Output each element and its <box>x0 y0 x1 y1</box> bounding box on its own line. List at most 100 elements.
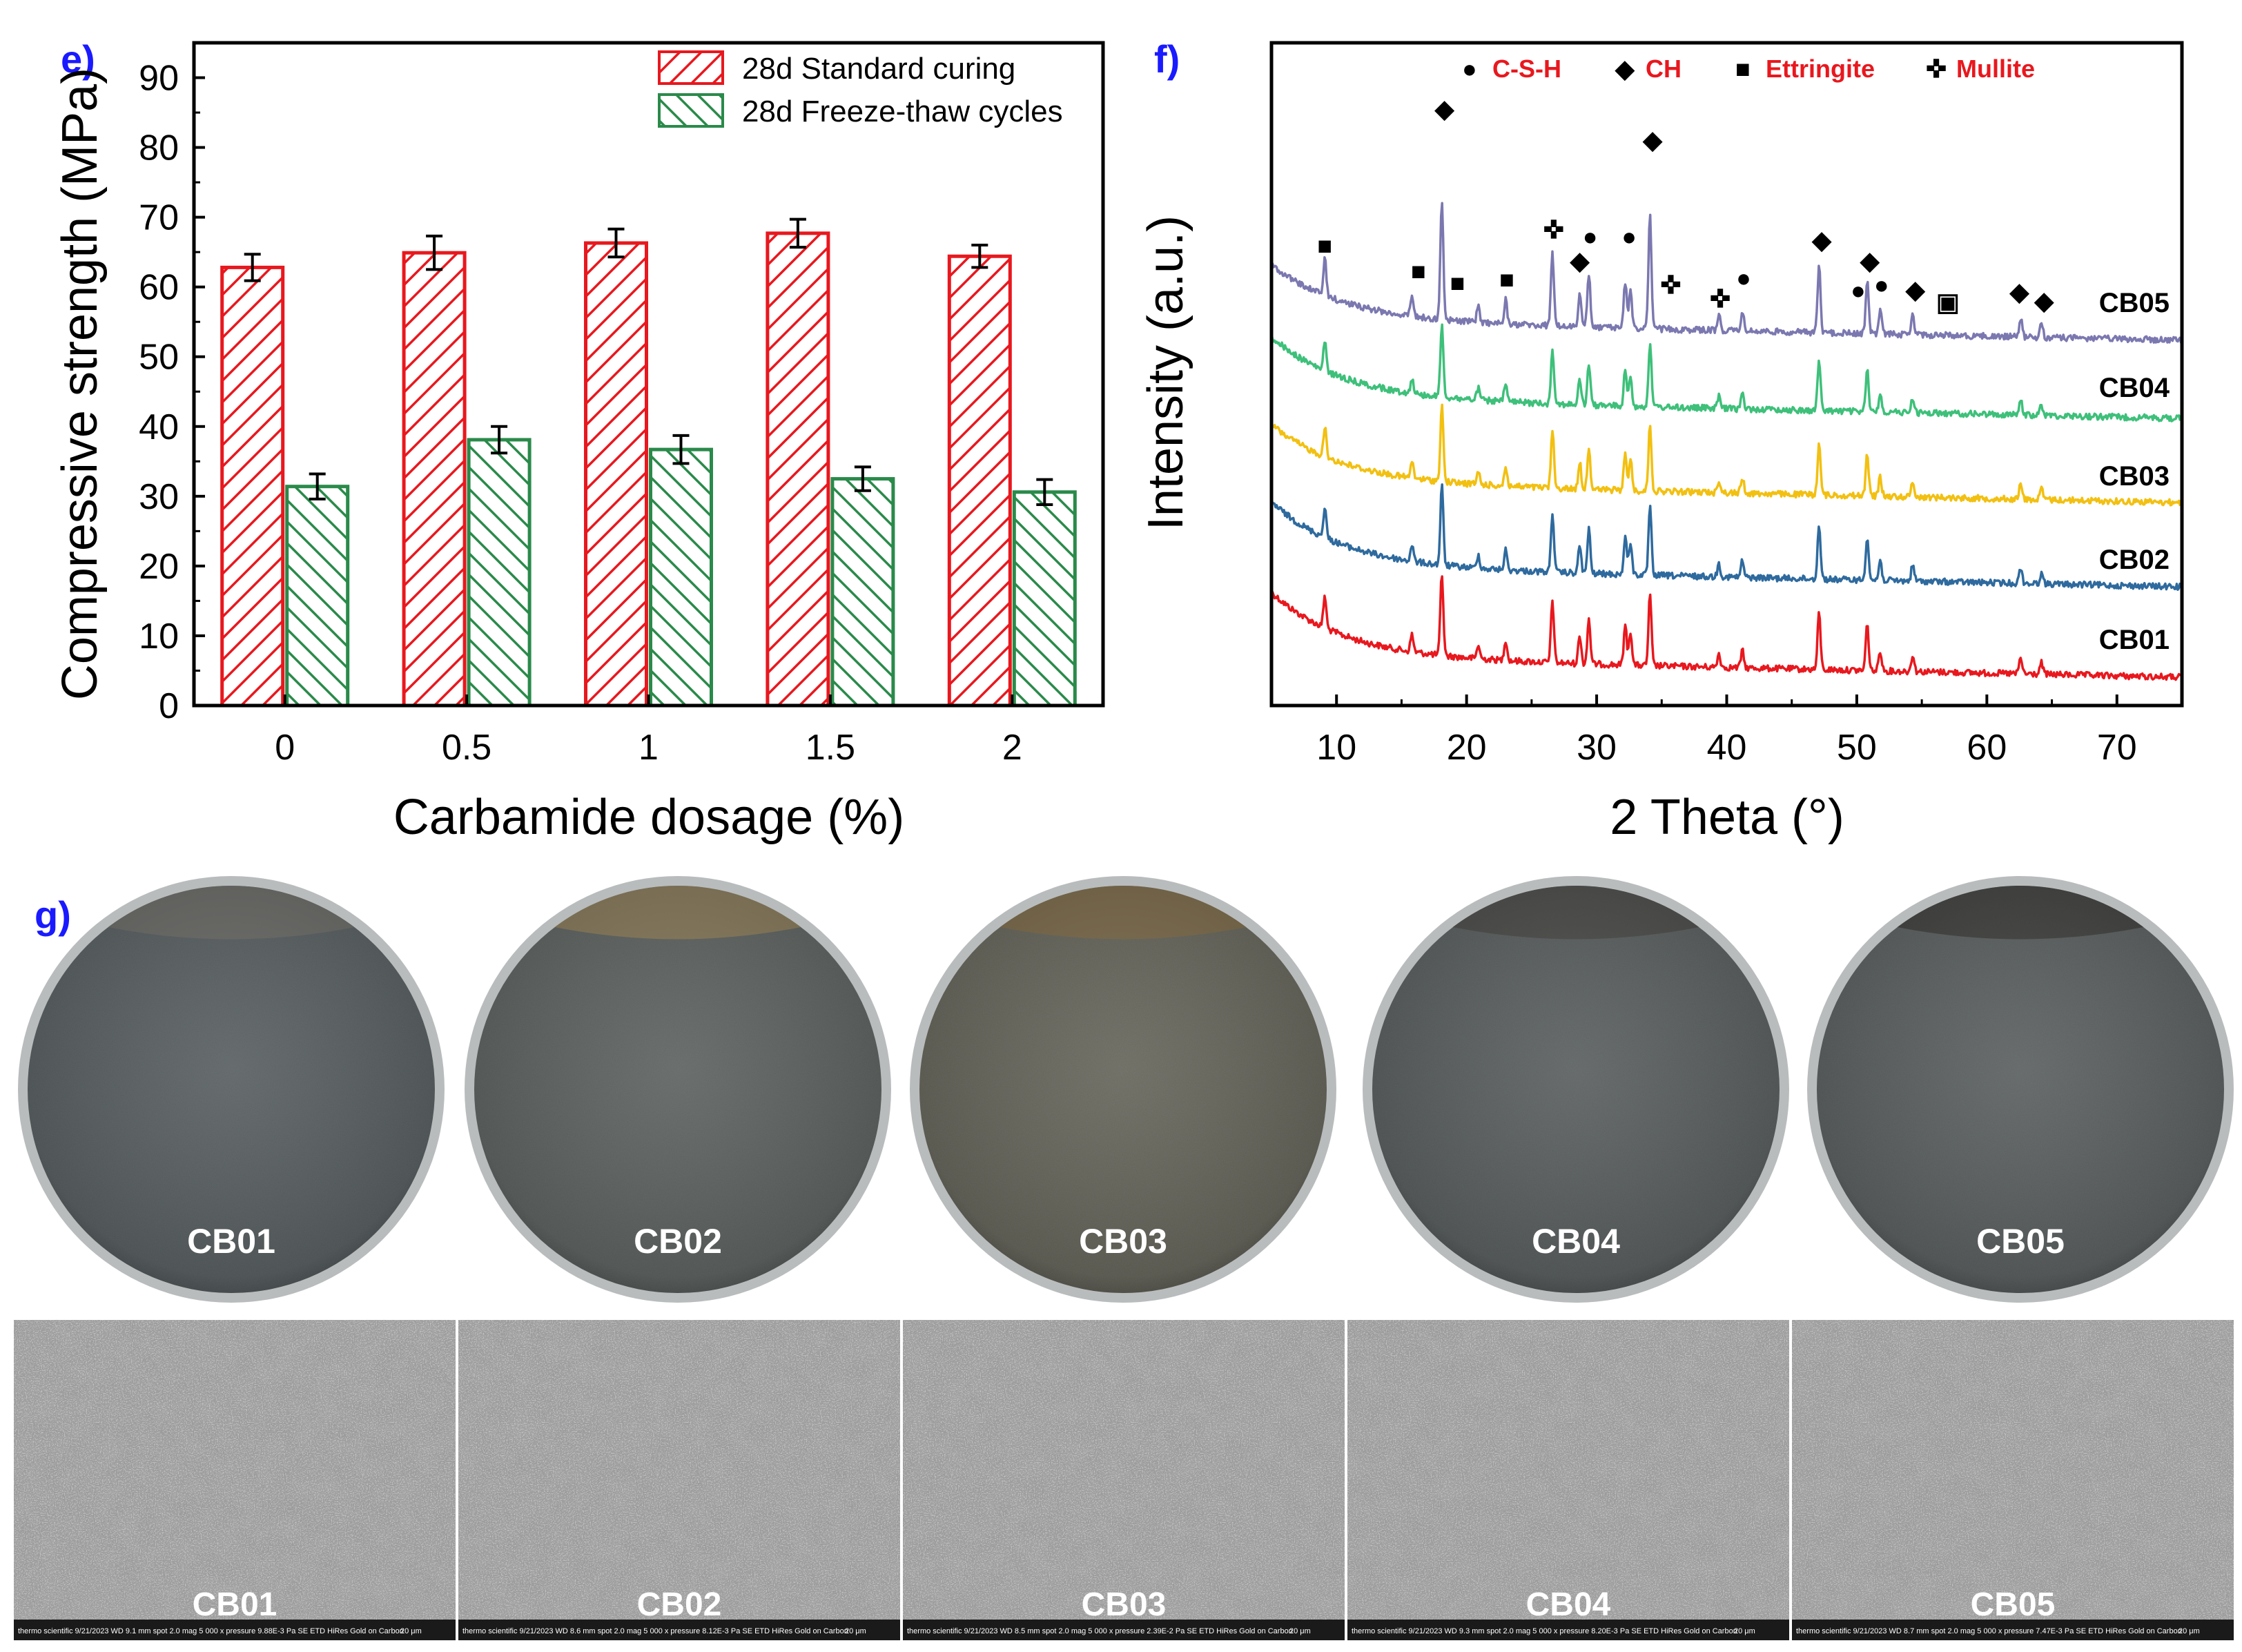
e-bar-standard <box>584 241 648 708</box>
sem-footer-info: thermo scientific 9/21/2023 WD 9.3 mm sp… <box>1352 1627 1737 1635</box>
e-x-ticks: 0 0.5 1 1.5 2 <box>275 694 1022 768</box>
f-trace-label-cb03: CB03 <box>2099 461 2170 492</box>
sem-micrograph <box>903 1320 1345 1640</box>
sem-scale-bar-label: 20 μm <box>845 1627 866 1635</box>
e-x-tick-label: 1 <box>639 728 659 768</box>
f-x-axis-label: 2 Theta (°) <box>1610 790 1844 845</box>
f-x-tick-label: 40 <box>1707 728 1747 768</box>
sem-image-cb02: thermo scientific 9/21/2023 WD 8.6 mm sp… <box>458 1320 900 1640</box>
e-legend-label-standard: 28d Standard curing <box>742 52 1015 86</box>
f-trace-cb03 <box>1271 403 2182 507</box>
e-y-axis-label: Compressive strength (MPa) <box>52 68 108 700</box>
panel-f: f) ■◆■ ■ ■✜◆● ●◆✜ ✜●◆●◆● ◆ ▣ ◆ ◆ CB01CB02CB03CB0… <box>1138 37 2184 845</box>
e-y-tick-label: 30 <box>139 477 179 517</box>
g-specimen-photos: CB01 CB02 CB03 CB04 CB05 <box>18 876 2234 1303</box>
f-phase-marker: ◆ <box>1434 95 1455 123</box>
f-trace-label-cb02: CB02 <box>2099 545 2170 575</box>
specimen-label: CB04 <box>1532 1222 1620 1261</box>
f-phase-markers: ■◆■ ■ ■✜◆● ●◆✜ ✜●◆●◆● ◆ ▣ ◆ ◆ <box>1317 95 2054 316</box>
f-x-tick-label: 30 <box>1577 728 1617 768</box>
e-x-axis-label: Carbamide dosage (%) <box>393 790 904 845</box>
f-phase-marker: ✜ <box>1543 215 1564 244</box>
f-plot-frame <box>1269 41 2184 708</box>
f-y-axis-label: Intensity (a.u.) <box>1138 215 1193 530</box>
f-phase-marker: ▣ <box>1936 288 1960 316</box>
f-legend: ● C-S-H ◆ CH ■ Ettringite ✜ Mullite <box>1462 55 2035 83</box>
f-phase-marker: ✜ <box>1710 284 1731 313</box>
f-trace-cb04 <box>1271 323 2182 422</box>
specimen-photo-cb02: CB02 <box>465 876 891 1303</box>
sem-footer-bar <box>1347 1620 1789 1640</box>
f-phase-marker: ● <box>1874 271 1889 299</box>
f-phase-marker: ■ <box>1499 265 1514 293</box>
f-phase-marker: ■ <box>1317 231 1332 260</box>
sem-micrograph <box>458 1320 900 1640</box>
f-traces <box>1271 202 2182 681</box>
f-legend-symbol: ■ <box>1735 55 1751 83</box>
f-legend-label: CH <box>1646 55 1681 83</box>
f-trace-label-cb04: CB04 <box>2099 373 2170 403</box>
e-x-tick-label: 1.5 <box>806 728 855 768</box>
f-legend-symbol: ◆ <box>1615 55 1635 83</box>
sem-footer-bar <box>458 1620 900 1640</box>
e-bar-standard <box>220 265 285 708</box>
f-trace-label-cb01: CB01 <box>2099 625 2170 655</box>
specimen-photo-cb05: CB05 <box>1807 876 2234 1303</box>
f-trace-cb05 <box>1271 202 2182 344</box>
e-bar-freeze-thaw <box>285 485 350 708</box>
f-trace-label-cb05: CB05 <box>2099 288 2170 318</box>
panel-e: e) 0 10 20 30 40 50 60 70 80 90 0 0.5 1 1.5 2 28d Sta… <box>52 37 1105 845</box>
sem-footer-info: thermo scientific 9/21/2023 WD 8.5 mm sp… <box>907 1627 1293 1635</box>
specimen-shading <box>28 886 435 1293</box>
f-phase-marker: ✜ <box>1660 271 1681 299</box>
e-y-tick-label: 50 <box>139 338 179 378</box>
e-y-tick-label: 40 <box>139 407 179 447</box>
f-legend-label: Mullite <box>1956 55 2035 83</box>
f-phase-marker: ● <box>1851 276 1866 304</box>
f-phase-marker: ● <box>1621 222 1637 251</box>
panel-label-e: e) <box>61 37 95 81</box>
sem-footer-bar <box>14 1620 456 1640</box>
sem-image-cb05: thermo scientific 9/21/2023 WD 8.7 mm sp… <box>1792 1320 2234 1640</box>
e-bars <box>220 217 1077 708</box>
sem-footer-info: thermo scientific 9/21/2023 WD 9.1 mm sp… <box>18 1627 404 1635</box>
sem-footer-bar <box>1792 1620 2234 1640</box>
sem-scale-bar-label: 20 μm <box>1289 1627 1311 1635</box>
e-bar-freeze-thaw <box>830 477 895 708</box>
f-phase-marker: ◆ <box>1860 246 1880 275</box>
panel-g: g) CB01 CB02 CB03 CB04 CB05 thermo scientifi… <box>14 876 2234 1640</box>
sem-scale-bar-label: 20 μm <box>2178 1627 2200 1635</box>
e-y-tick-label: 90 <box>139 59 179 99</box>
sem-footer-info: thermo scientific 9/21/2023 WD 8.6 mm sp… <box>462 1627 848 1635</box>
sem-footer-info: thermo scientific 9/21/2023 WD 8.7 mm sp… <box>1796 1627 2182 1635</box>
sem-scale-bar-label: 20 μm <box>400 1627 422 1635</box>
f-x-ticks: 10 20 30 40 50 60 70 <box>1316 694 2183 768</box>
panel-label-f: f) <box>1154 37 1180 81</box>
sem-label: CB02 <box>637 1586 722 1623</box>
f-phase-marker: ◆ <box>1642 126 1663 154</box>
f-x-tick-label: 20 <box>1447 728 1487 768</box>
sem-image-cb04: thermo scientific 9/21/2023 WD 9.3 mm sp… <box>1347 1320 1789 1640</box>
g-sem-images: thermo scientific 9/21/2023 WD 9.1 mm sp… <box>14 1320 2234 1640</box>
sem-micrograph <box>1792 1320 2234 1640</box>
f-legend-symbol: ✜ <box>1926 55 1947 83</box>
e-y-ticks: 0 10 20 30 40 50 60 70 80 90 <box>139 41 205 726</box>
f-phase-marker: ● <box>1736 264 1751 292</box>
e-y-tick-label: 80 <box>139 128 179 168</box>
specimen-shading <box>919 886 1327 1293</box>
f-legend-symbol: ● <box>1462 55 1477 83</box>
e-plot-frame <box>192 41 1105 708</box>
sem-footer-bar <box>903 1620 1345 1640</box>
e-x-tick-label: 0.5 <box>442 728 491 768</box>
sem-micrograph <box>1347 1320 1789 1640</box>
specimen-photo-cb01: CB01 <box>18 876 445 1303</box>
specimen-label: CB05 <box>1976 1222 2065 1261</box>
e-bar-standard <box>947 254 1012 708</box>
e-y-tick-label: 60 <box>139 268 179 308</box>
sem-label: CB01 <box>193 1586 277 1623</box>
specimen-shading <box>1372 886 1780 1293</box>
f-x-tick-label: 10 <box>1316 728 1356 768</box>
e-x-tick-label: 0 <box>275 728 295 768</box>
specimen-photo-cb04: CB04 <box>1363 876 1789 1303</box>
f-x-tick-label: 70 <box>2097 728 2137 768</box>
